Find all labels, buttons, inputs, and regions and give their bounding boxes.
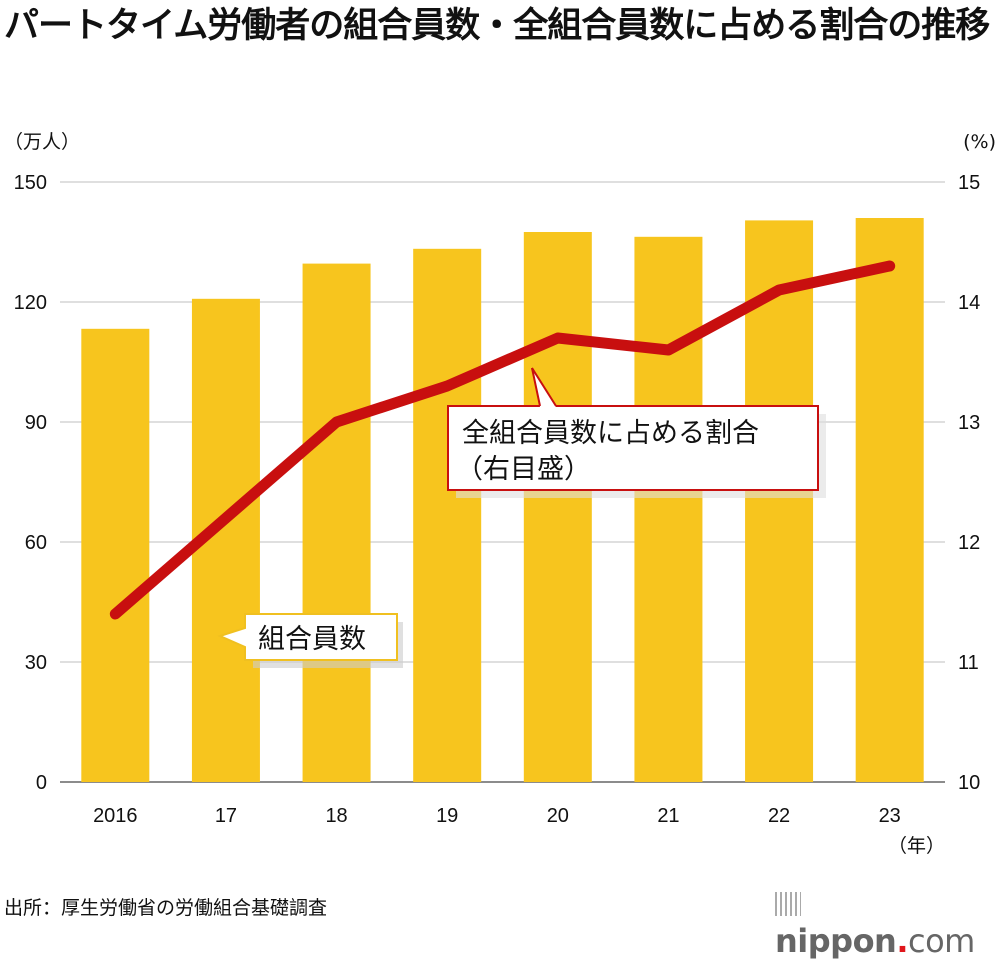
bar [413, 249, 481, 782]
x-tick-label: 2016 [93, 805, 138, 827]
x-tick-label: 17 [215, 805, 237, 827]
x-axis-unit: （年） [888, 835, 945, 857]
left-tick-label: 120 [14, 292, 47, 314]
right-tick-label: 15 [958, 172, 980, 194]
bar [856, 218, 924, 782]
sound-bars-icon [775, 892, 801, 916]
right-axis-unit: (%) [963, 131, 996, 153]
bar [524, 232, 592, 782]
bar-series-label: 組合員数 [220, 614, 403, 668]
nippon-logo: nippon.com [775, 884, 1000, 960]
x-tick-label: 19 [436, 805, 458, 827]
line-series-name-suffix: （右目盛） [456, 454, 591, 485]
right-tick-label: 12 [958, 532, 980, 554]
bar-series-name: 組合員数 [258, 624, 366, 655]
bar [634, 237, 702, 782]
left-tick-label: 60 [25, 532, 47, 554]
right-tick-label: 10 [958, 772, 980, 794]
logo-suffix: com [908, 922, 975, 960]
x-tick-label: 18 [325, 805, 347, 827]
left-tick-label: 150 [14, 172, 47, 194]
right-tick-label: 13 [958, 412, 980, 434]
source-note: 出所：厚生労働省の労働組合基礎調査 [4, 893, 327, 920]
right-tick-label: 11 [958, 652, 979, 674]
line-series-name: 全組合員数に占める割合 [462, 418, 759, 449]
logo-dot: . [896, 922, 908, 960]
x-tick-label: 22 [768, 805, 790, 827]
logo-name: nippon [775, 922, 896, 960]
left-tick-label: 90 [25, 412, 47, 434]
x-tick-label: 23 [879, 805, 901, 827]
bar [303, 264, 371, 782]
right-tick-label: 14 [958, 292, 980, 314]
x-tick-label: 20 [547, 805, 569, 827]
left-tick-label: 30 [25, 652, 47, 674]
left-tick-label: 0 [36, 772, 47, 794]
bar [81, 329, 149, 782]
chart: （万人） (%) （年） 0 30 60 90 120 150 10 11 12 13 14 15 20… [0, 0, 1000, 926]
left-axis-unit: （万人） [4, 131, 80, 153]
x-tick-label: 21 [657, 805, 679, 827]
